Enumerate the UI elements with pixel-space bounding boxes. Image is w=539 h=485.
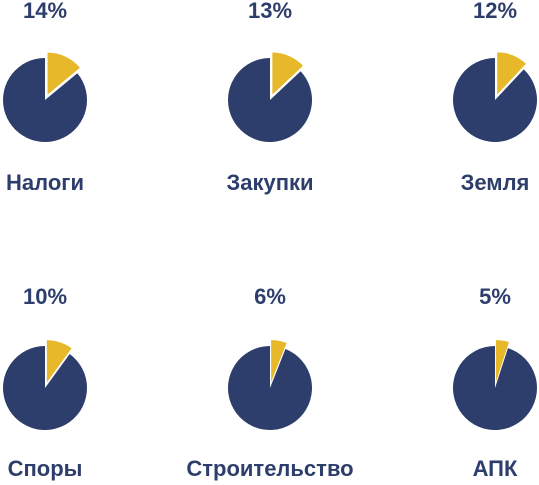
pie-slice [271, 340, 287, 383]
pie-title: АПК [473, 456, 518, 481]
pie-slice [495, 340, 509, 383]
pie-slice [497, 52, 526, 95]
value-label: 6% [254, 284, 286, 309]
pie-remainder [227, 346, 312, 430]
pie-slice [47, 52, 80, 95]
value-label: 10% [23, 284, 67, 309]
value-label: 12% [473, 0, 517, 23]
pie-title: Строительство [186, 456, 353, 481]
pie-title: Споры [8, 456, 83, 481]
pie-slice [272, 52, 303, 95]
pie-title: Земля [461, 170, 530, 195]
value-label: 13% [248, 0, 292, 23]
value-label: 14% [23, 0, 67, 23]
pie-remainder [2, 58, 87, 142]
pie-title: Закупки [226, 170, 313, 195]
pie-slice [46, 340, 72, 383]
pie-remainder [453, 58, 537, 142]
pie-remainder [2, 346, 87, 431]
pie-remainder [453, 346, 537, 431]
value-label: 5% [479, 284, 511, 309]
pie-title: Налоги [6, 170, 84, 195]
pie-remainder [227, 58, 312, 142]
